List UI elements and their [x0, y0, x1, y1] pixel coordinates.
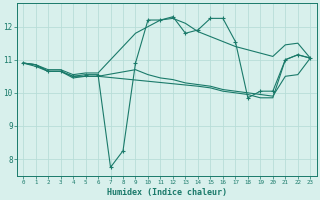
X-axis label: Humidex (Indice chaleur): Humidex (Indice chaleur) — [107, 188, 227, 197]
